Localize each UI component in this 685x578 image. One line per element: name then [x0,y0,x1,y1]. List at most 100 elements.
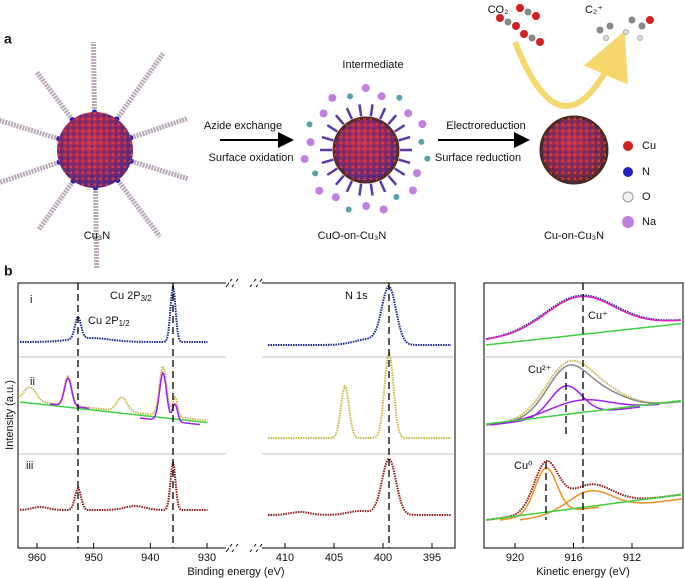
state-label: Cu⁰ [514,460,533,472]
azide [378,180,387,193]
x-axis-label: Binding energy (eV) [187,566,284,578]
azide [358,104,363,117]
baseline [485,322,682,346]
ligand-chain [93,187,100,269]
state-label: Cu²⁺ [528,364,552,376]
spectrum [20,285,208,343]
particle-label: Cu-on-Cu₃N [544,230,604,242]
x-tick-label: 950 [84,552,102,564]
x-tick-label: 960 [28,552,46,564]
particle-label: CuO-on-Cu₃N [318,230,387,242]
row-label: ii [30,376,35,388]
legend-label: Na [642,216,657,228]
peak-label-sub: 3/2 [141,294,153,303]
peak-label-sub: 1/2 [119,319,131,328]
oxygen-ion [345,206,352,213]
sodium-ion [377,92,386,101]
sodium-ion [361,84,370,93]
particle-label: Cu₃N [84,230,111,242]
panel-label: b [4,263,13,279]
co2-molecules [496,4,544,46]
ticks: 960 950 940 930 410 405 400 395 920 916 912 [28,543,641,564]
azide [358,183,363,196]
ligand-chain [0,117,60,142]
peak-label-main: Cu 2P [110,290,141,302]
stage-label: Intermediate [342,59,403,71]
azide [393,167,406,176]
x-tick-label: 400 [374,552,392,564]
ligand-chain [36,179,76,232]
nanoparticle-texture [57,112,133,188]
azide-ligands [300,84,431,214]
x-tick-label: 405 [325,552,343,564]
nanoparticle-texture [541,117,607,183]
ligand-chain [114,52,166,121]
spectrum [19,364,208,422]
row-label: i [30,294,32,306]
peak-label: Cu 2P3/2 [110,290,152,303]
fit [139,371,201,426]
azide [326,167,339,176]
sodium-ion [379,205,388,214]
sodium-ion [362,201,371,210]
process-label: Surface oxidation [209,152,294,164]
x-tick-label: 940 [141,552,159,564]
peak-label: N 1s [345,290,368,302]
x-tick-label: 916 [564,552,582,564]
oxygen-ion [418,138,425,145]
oxygen-ion [393,194,400,201]
azide [345,107,354,120]
axis-break [226,279,262,552]
sodium-ion [408,186,417,195]
sodium-ion [315,186,324,195]
ligand-chain [90,41,97,113]
fit [485,364,682,426]
process-label: Surface reduction [435,152,521,164]
y-axis-label: Intensity (a.u.) [4,380,16,450]
legend-swatch [622,216,634,228]
spectrum [19,461,208,511]
spectrum [268,285,451,346]
oxygen-ion [312,170,319,177]
sodium-ion [418,120,427,129]
azide [387,174,398,186]
sodium-ion [404,109,413,118]
state-label: Cu⁺ [588,310,608,322]
nanoparticle-texture [334,118,398,182]
peak-label-main: Cu 2P [88,315,119,327]
oxygen-ion [424,155,431,162]
sodium-ion [306,138,315,147]
sodium-ion [413,169,422,178]
x-tick-label: 930 [198,552,216,564]
spectrum [268,351,451,439]
x-tick-label: 395 [423,552,441,564]
azide [398,158,411,165]
azide [326,124,339,133]
x-tick-label: 920 [506,552,524,564]
ligand-chain [130,116,189,141]
fit [49,376,90,410]
legend-label: N [642,166,650,178]
process-label: Electroreduction [446,120,526,132]
legend-label: Cu [642,140,656,152]
azide [387,114,398,126]
baseline [485,399,682,425]
azide [369,183,374,196]
fit [489,385,641,426]
molecule-label: C₂⁺ [585,4,603,16]
sodium-ion [319,109,328,118]
sodium-ion [300,154,309,163]
azide [334,174,345,186]
legend-swatch [623,141,633,151]
oxygen-ion [347,93,354,100]
azide [398,135,411,142]
reaction-arrow [512,30,628,109]
sodium-ion [331,193,340,202]
azide [393,124,406,133]
azide [334,114,345,126]
azide [321,158,334,165]
c2-molecules [596,16,654,41]
azide [369,104,374,117]
peak-label: Cu 2P1/2 [88,315,130,328]
x-axis-label: Kinetic energy (eV) [536,566,630,578]
